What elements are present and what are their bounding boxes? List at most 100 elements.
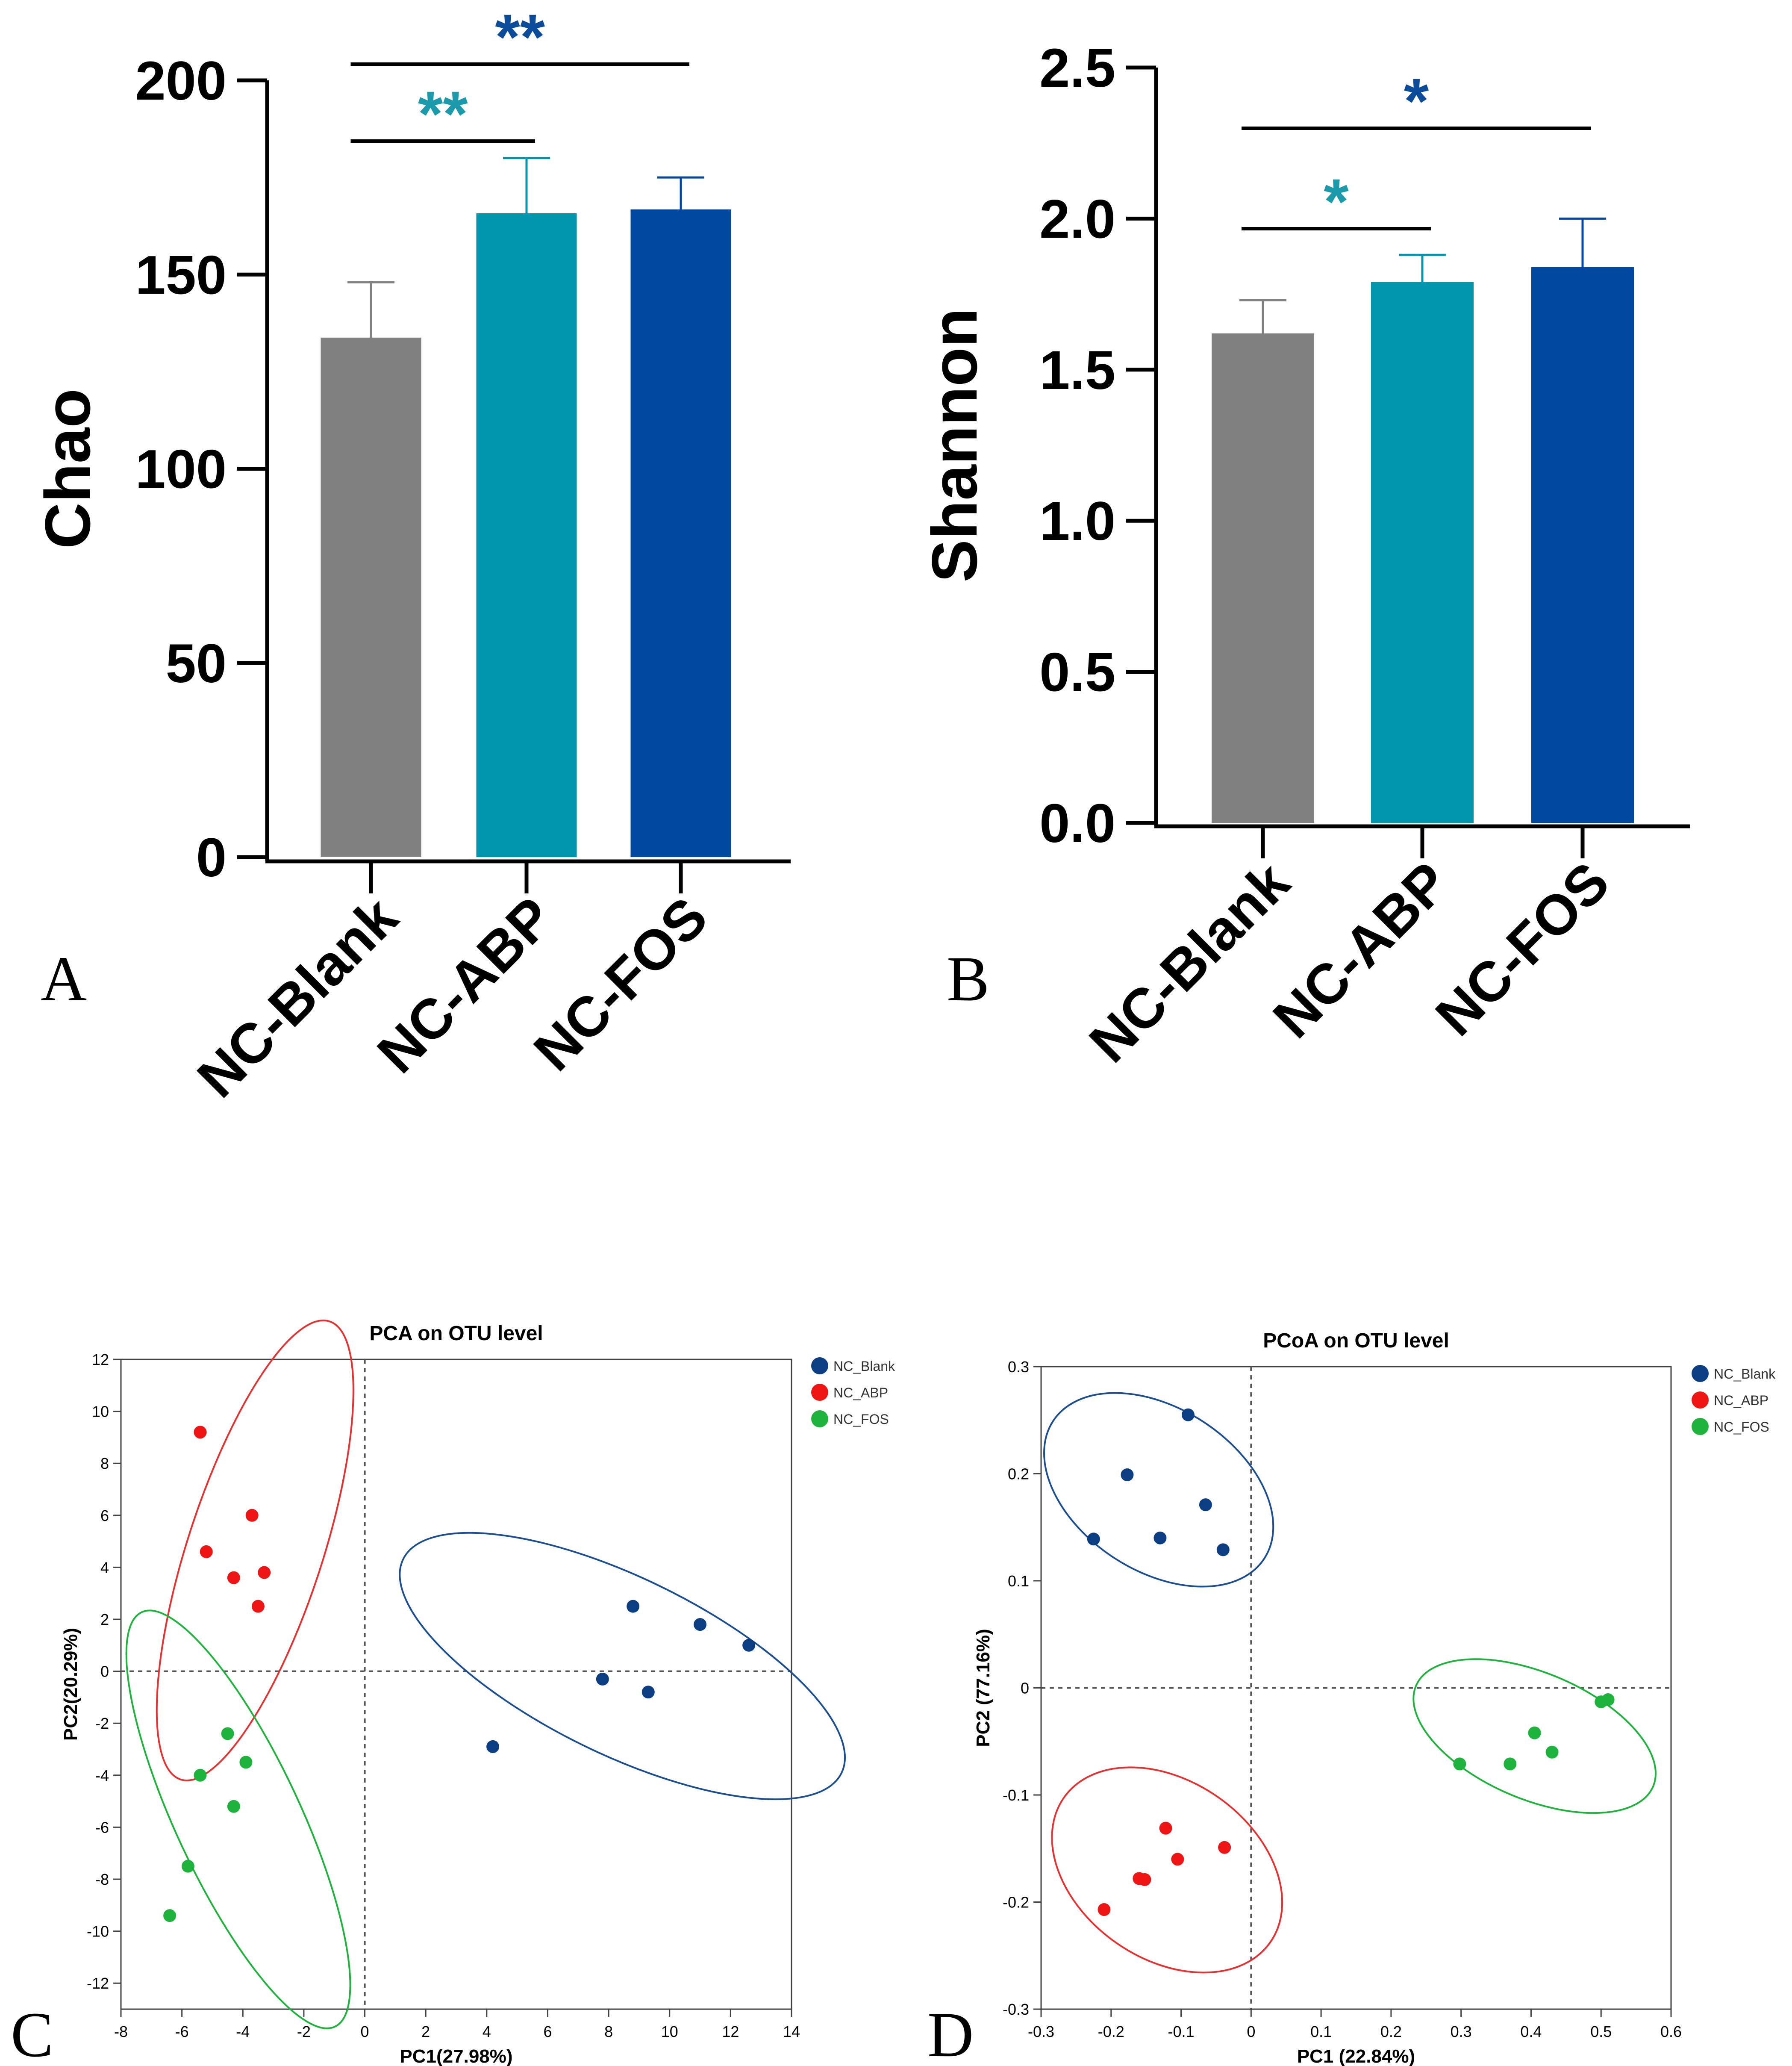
data-point [1121, 1468, 1134, 1482]
data-point [251, 1600, 265, 1613]
x-tick-label: 6 [543, 2023, 552, 2040]
data-point [1528, 1726, 1541, 1739]
x-tick-label: 10 [661, 2023, 678, 2040]
y-tick-label: 50 [166, 633, 227, 694]
y-tick-label: 0 [196, 827, 227, 888]
data-point [694, 1618, 707, 1631]
chart-title: PCA on OTU level [369, 1322, 543, 1345]
x-tick-label: 0.1 [1310, 2023, 1332, 2040]
y-tick-label: 0.1 [1008, 1572, 1029, 1590]
bar [630, 212, 731, 857]
significance-stars: * [1404, 65, 1429, 137]
category-label: NC-ABP [1261, 850, 1461, 1050]
data-point [1545, 1745, 1559, 1759]
data-point [1199, 1498, 1212, 1512]
y-tick-label: 12 [92, 1351, 109, 1368]
x-tick-label: -6 [175, 2023, 189, 2040]
legend-marker [811, 1357, 828, 1374]
y-axis-label: PC2 (77.16%) [973, 1629, 994, 1747]
y-tick-label: 1.5 [1039, 340, 1115, 401]
legend-marker [1692, 1418, 1709, 1435]
x-tick-label: -0.2 [1098, 2023, 1124, 2040]
x-tick-label: 4 [483, 2023, 491, 2040]
x-tick-label: 0.4 [1520, 2023, 1542, 2040]
x-tick-label: -4 [236, 2023, 250, 2040]
y-axis-label: PC2(20.29%) [60, 1628, 81, 1741]
x-tick-label: 0.2 [1380, 2023, 1402, 2040]
data-point [245, 1509, 259, 1522]
shannon-bar-chart: 0.0 0.5 1.0 1.5 2.0 2.5 Shannon NC-BlankNC-ABPN… [918, 38, 1690, 1074]
pcoa-scatter-chart: PCoA on OTU level -0.3 -0.2 -0.1 0 0.1 0.2 0.3 0… [973, 1329, 1776, 2066]
bar [1371, 285, 1474, 823]
panel-letter-d: D [927, 1999, 974, 2066]
data-point [1087, 1533, 1100, 1546]
x-tick-label: 8 [604, 2023, 613, 2040]
panel-letter-a: A [41, 943, 87, 1014]
data-point [1504, 1757, 1517, 1771]
x-tick-label: -0.1 [1168, 2023, 1195, 2040]
y-tick-label: 1.0 [1039, 491, 1115, 552]
x-tick-label: 14 [783, 2023, 800, 2040]
data-point [1159, 1821, 1172, 1835]
y-tick-label: 150 [135, 245, 227, 306]
y-tick-label: 6 [100, 1507, 109, 1524]
legend-marker [1692, 1365, 1709, 1382]
data-point [194, 1426, 207, 1439]
y-tick-label: 200 [135, 50, 227, 112]
bar [476, 216, 577, 858]
x-tick-label: 0.5 [1590, 2023, 1612, 2040]
y-tick-label: 0.5 [1039, 642, 1115, 703]
x-tick-label: -0.3 [1028, 2023, 1054, 2040]
plot-frame [120, 1359, 792, 2010]
y-tick-label: 2.0 [1039, 189, 1115, 250]
category-label: NC-Blank [185, 885, 409, 1109]
y-tick-label: 10 [92, 1403, 109, 1421]
y-tick-label: -12 [87, 1975, 109, 1992]
data-point [641, 1686, 655, 1699]
category-label: NC-FOS [1424, 850, 1621, 1048]
x-tick-label: 0.6 [1660, 2023, 1682, 2040]
data-point [227, 1800, 240, 1813]
significance-stars: ** [418, 78, 468, 150]
data-point [1453, 1757, 1466, 1771]
x-tick-label: -2 [297, 2023, 311, 2040]
data-point [1181, 1408, 1195, 1421]
y-tick-label: 0 [100, 1663, 109, 1680]
legend-marker [1692, 1391, 1709, 1409]
y-tick-label: 0.3 [1008, 1358, 1029, 1376]
data-point [194, 1768, 207, 1782]
data-point [486, 1740, 500, 1753]
legend-marker [811, 1410, 828, 1427]
legend-label: NC_FOS [1714, 1419, 1769, 1435]
data-point [1153, 1531, 1167, 1544]
data-point [221, 1727, 234, 1740]
category-label: NC-FOS [522, 885, 719, 1083]
legend-label: NC_Blank [833, 1359, 895, 1374]
x-tick-label: 2 [421, 2023, 430, 2040]
legend-marker [811, 1384, 828, 1401]
y-axis-label: Chao [32, 389, 103, 549]
y-tick-label: 8 [100, 1455, 109, 1472]
significance-stars: ** [495, 1, 545, 73]
data-point [181, 1860, 194, 1873]
legend-label: NC_Blank [1714, 1366, 1776, 1382]
x-axis-label: PC1(27.98%) [400, 2046, 512, 2066]
data-point [258, 1566, 271, 1579]
legend-label: NC_FOS [833, 1412, 889, 1427]
y-tick-label: -8 [95, 1871, 109, 1888]
panel-letter-b: B [947, 943, 989, 1014]
y-tick-label: -0.1 [1003, 1786, 1029, 1804]
data-point [1216, 1543, 1230, 1556]
y-tick-label: -0.2 [1003, 1894, 1029, 1911]
pca-scatter-chart: PCA on OTU level -8 -6 -4 -2 0 2 4 6 8 10 12 14 -12 -1… [60, 1319, 895, 2066]
y-tick-label: -0.3 [1003, 2001, 1029, 2018]
bar [1531, 270, 1634, 823]
x-tick-label: 0 [1247, 2023, 1255, 2040]
chart-title: PCoA on OTU level [1263, 1329, 1449, 1352]
y-tick-label: -4 [95, 1767, 109, 1784]
y-tick-label: 0.2 [1008, 1465, 1029, 1483]
y-tick-label: 2.5 [1039, 38, 1115, 99]
confidence-ellipse [1051, 1766, 1283, 1974]
